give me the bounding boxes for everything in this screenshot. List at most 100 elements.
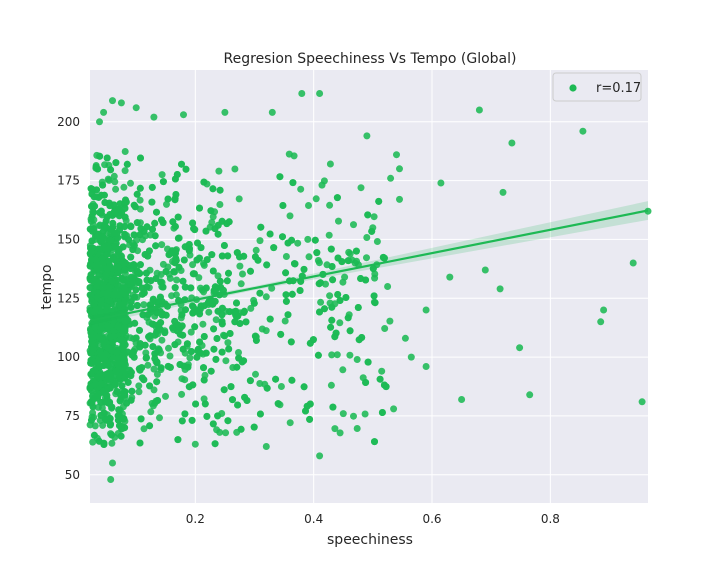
confidence-band — [90, 201, 648, 326]
data-point — [150, 113, 158, 121]
data-point — [179, 345, 187, 353]
data-point — [117, 391, 124, 399]
data-point — [371, 274, 379, 282]
data-point — [88, 190, 96, 198]
data-point — [212, 316, 220, 324]
data-point — [252, 336, 260, 344]
data-point — [243, 397, 251, 404]
data-point — [210, 345, 218, 353]
data-point — [208, 218, 216, 226]
data-point — [142, 269, 150, 277]
data-point — [108, 439, 116, 447]
data-point — [121, 424, 129, 432]
data-point — [266, 315, 274, 323]
data-point — [209, 213, 217, 221]
data-point — [277, 330, 285, 338]
data-point — [97, 325, 105, 333]
data-point — [136, 184, 144, 192]
data-point — [130, 231, 138, 239]
data-point — [207, 207, 215, 215]
data-point — [91, 202, 99, 210]
data-point — [178, 160, 185, 168]
data-point — [120, 183, 128, 191]
data-point — [339, 278, 347, 286]
data-point — [326, 292, 334, 300]
y-tick-label: 175 — [57, 174, 80, 188]
data-point — [250, 423, 258, 431]
data-point — [282, 291, 290, 299]
data-point — [87, 248, 95, 256]
data-point — [180, 111, 187, 119]
data-point — [149, 225, 156, 233]
data-point — [143, 276, 151, 284]
data-point — [496, 285, 504, 293]
data-point — [393, 151, 400, 159]
data-point — [100, 409, 108, 417]
data-point — [117, 415, 125, 423]
data-point — [357, 184, 365, 192]
data-point — [306, 415, 314, 423]
data-point — [322, 280, 329, 288]
data-point — [182, 165, 190, 173]
data-point — [174, 234, 182, 242]
data-point — [86, 383, 94, 391]
data-point — [158, 336, 166, 344]
data-point — [327, 381, 335, 389]
data-point — [132, 104, 140, 112]
data-point — [638, 398, 646, 406]
data-point — [99, 283, 107, 291]
data-point — [328, 263, 336, 270]
data-point — [353, 356, 361, 363]
data-point — [111, 243, 119, 250]
data-point — [153, 309, 161, 317]
data-point — [362, 276, 370, 284]
data-point — [180, 362, 188, 370]
data-point — [270, 244, 278, 252]
data-point — [120, 337, 127, 345]
data-point — [354, 304, 362, 311]
data-point — [370, 213, 378, 221]
data-point — [165, 344, 172, 352]
data-point — [222, 357, 230, 365]
data-point — [350, 221, 357, 229]
data-point — [209, 267, 217, 275]
data-point — [221, 108, 229, 116]
data-point — [185, 383, 193, 391]
data-point — [218, 252, 226, 260]
data-point — [111, 210, 119, 218]
data-point — [162, 268, 170, 275]
data-point — [149, 320, 157, 328]
data-point — [132, 286, 140, 294]
data-point — [285, 150, 293, 158]
data-point — [236, 320, 244, 327]
data-point — [181, 243, 189, 251]
y-tick-label: 100 — [57, 350, 80, 364]
data-point — [376, 375, 384, 383]
data-point — [187, 328, 195, 336]
data-point — [311, 236, 319, 244]
data-point — [189, 219, 197, 227]
data-point — [263, 384, 271, 392]
data-point — [132, 334, 140, 342]
data-point — [138, 290, 146, 298]
data-point — [316, 90, 324, 97]
data-point — [187, 348, 195, 355]
data-point — [256, 237, 264, 245]
data-point — [153, 370, 161, 378]
data-point — [166, 274, 174, 282]
data-point — [117, 432, 125, 440]
data-point — [300, 383, 308, 391]
data-point — [363, 132, 371, 140]
data-point — [170, 268, 178, 276]
data-point — [171, 223, 179, 230]
data-point — [306, 339, 314, 347]
data-point — [88, 212, 96, 220]
data-point — [210, 325, 218, 333]
data-point — [499, 188, 507, 196]
data-point — [180, 256, 188, 264]
data-point — [103, 154, 111, 162]
data-point — [158, 241, 166, 249]
x-tick-label: 0.8 — [541, 512, 560, 526]
data-point — [159, 178, 167, 186]
data-point — [218, 311, 226, 319]
